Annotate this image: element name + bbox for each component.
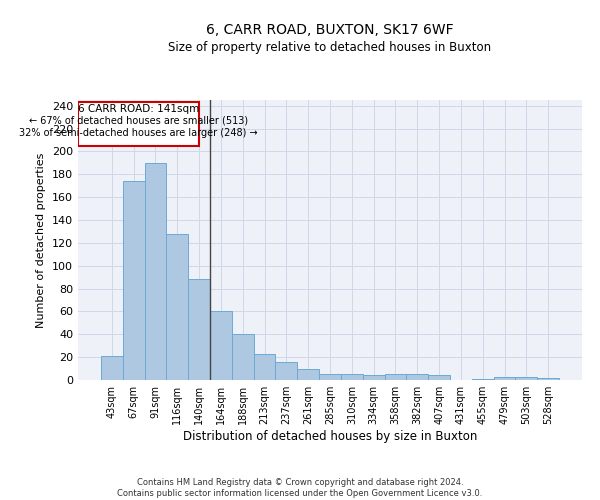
Bar	[210, 312, 232, 380]
Bar	[537, 378, 559, 380]
Bar	[145, 163, 166, 380]
X-axis label: Distribution of detached houses by size in Buxton: Distribution of detached houses by size …	[183, 430, 477, 443]
Bar	[166, 234, 188, 380]
Bar	[341, 374, 363, 380]
Text: Size of property relative to detached houses in Buxton: Size of property relative to detached ho…	[169, 41, 491, 54]
Bar	[472, 379, 494, 380]
Bar	[275, 362, 297, 380]
Text: 6, CARR ROAD, BUXTON, SK17 6WF: 6, CARR ROAD, BUXTON, SK17 6WF	[206, 22, 454, 36]
Bar	[494, 376, 515, 380]
Bar	[428, 376, 450, 380]
Bar	[515, 376, 537, 380]
Text: 32% of semi-detached houses are larger (248) →: 32% of semi-detached houses are larger (…	[19, 128, 258, 138]
Bar	[254, 354, 275, 380]
Y-axis label: Number of detached properties: Number of detached properties	[37, 152, 46, 328]
FancyBboxPatch shape	[78, 102, 199, 146]
Bar	[101, 356, 123, 380]
Text: 6 CARR ROAD: 141sqm: 6 CARR ROAD: 141sqm	[78, 104, 199, 114]
Bar	[319, 374, 341, 380]
Bar	[123, 181, 145, 380]
Bar	[188, 280, 210, 380]
Bar	[232, 334, 254, 380]
Bar	[385, 374, 406, 380]
Bar	[297, 368, 319, 380]
Text: ← 67% of detached houses are smaller (513): ← 67% of detached houses are smaller (51…	[29, 116, 248, 126]
Text: Contains HM Land Registry data © Crown copyright and database right 2024.
Contai: Contains HM Land Registry data © Crown c…	[118, 478, 482, 498]
Bar	[363, 376, 385, 380]
Bar	[406, 374, 428, 380]
